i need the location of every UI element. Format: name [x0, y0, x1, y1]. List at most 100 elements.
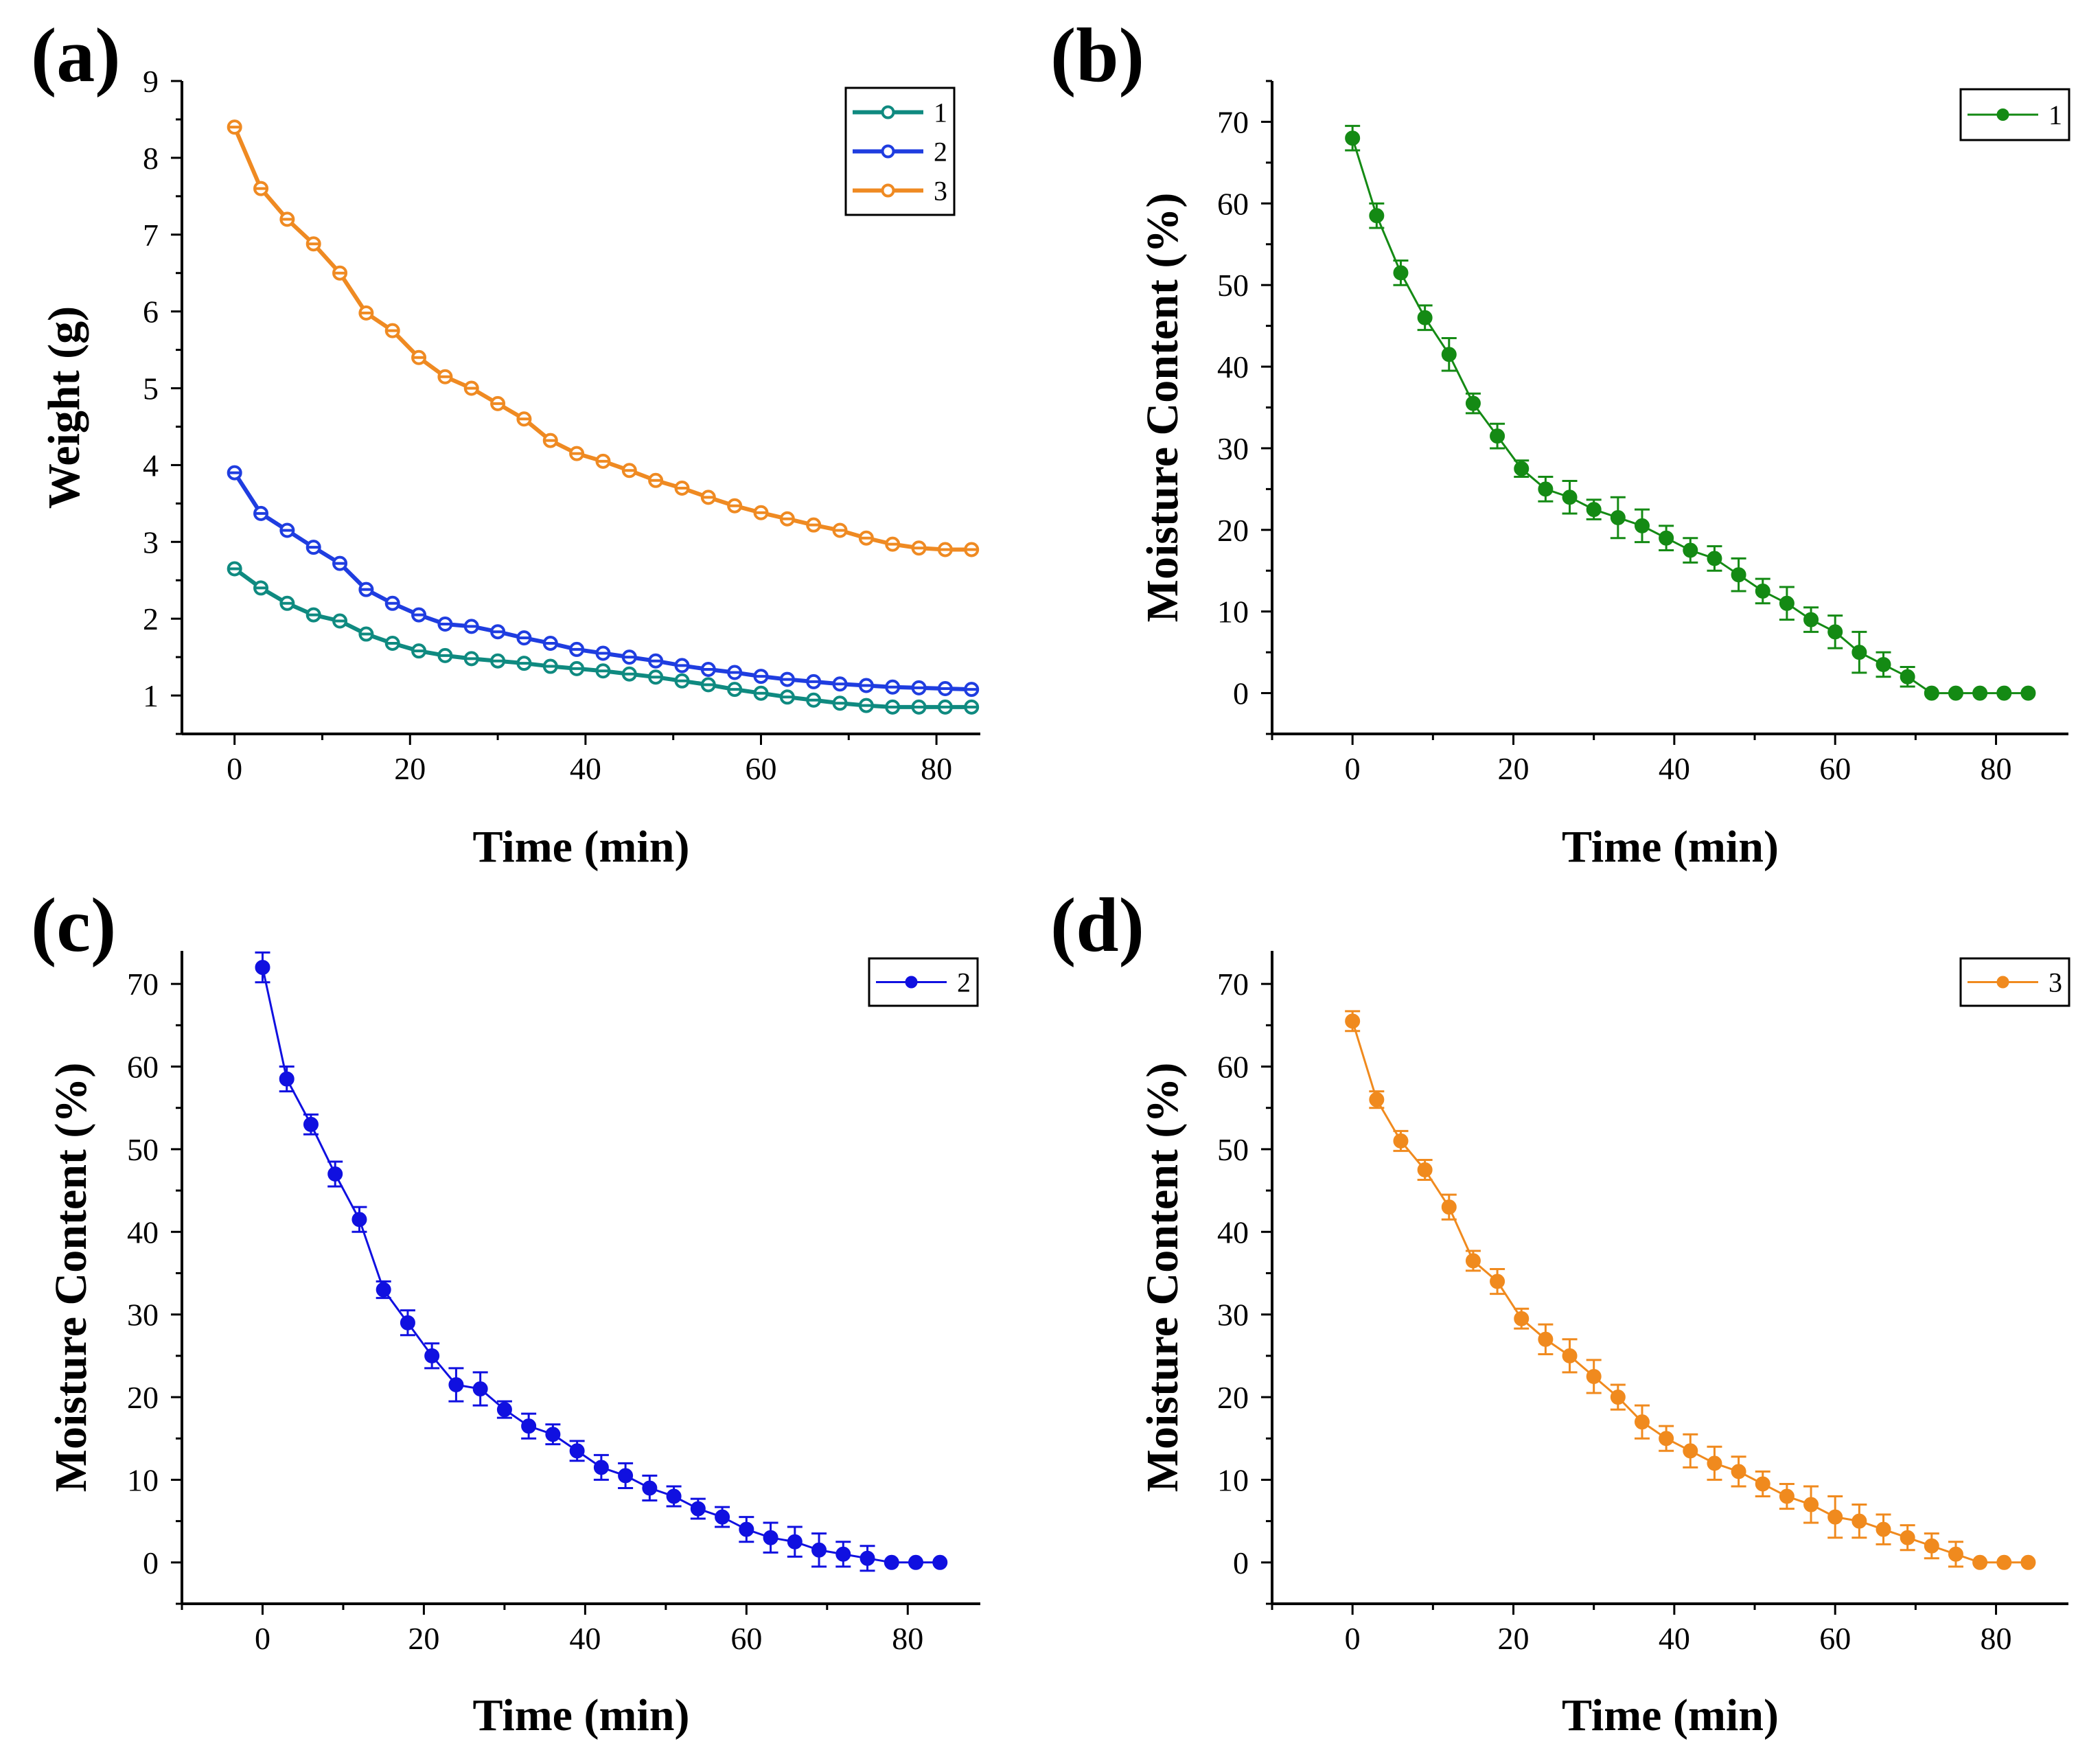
y-tick-label: 40 — [127, 1214, 159, 1250]
data-point — [908, 1554, 924, 1570]
data-point — [1731, 1464, 1746, 1480]
data-point — [1755, 1476, 1770, 1492]
legend-label: 1 — [934, 97, 947, 128]
series-1 — [1345, 124, 2036, 701]
data-point — [1393, 1133, 1409, 1149]
y-tick-label: 8 — [143, 141, 159, 176]
x-tick-label: 0 — [1345, 751, 1361, 786]
y-tick-label: 30 — [127, 1298, 159, 1333]
data-point — [1803, 1497, 1819, 1512]
data-point — [448, 1377, 464, 1392]
y-tick-label: 7 — [143, 218, 159, 253]
data-point — [303, 1116, 319, 1132]
data-point — [763, 1530, 778, 1545]
legend: 1 — [1959, 88, 2070, 141]
data-point — [1755, 583, 1770, 599]
y-tick-label: 60 — [1217, 1050, 1249, 1085]
data-point — [715, 1509, 730, 1525]
legend-swatch-marker — [1996, 976, 2009, 989]
y-tick-label: 30 — [1217, 1298, 1249, 1333]
data-point — [1586, 502, 1602, 518]
y-tick-label: 40 — [1217, 1214, 1249, 1250]
y-tick-label: 20 — [1217, 1380, 1249, 1415]
y-tick-label: 70 — [1217, 104, 1249, 139]
data-point — [1827, 624, 1843, 640]
data-point — [496, 1402, 512, 1418]
x-tick-label: 40 — [569, 1621, 601, 1656]
legend-swatch-marker — [905, 976, 918, 989]
y-axis-title: Moisture Content (%) — [1138, 193, 1188, 623]
series-line — [1351, 137, 2029, 695]
legend: 2 — [868, 957, 979, 1007]
data-point — [545, 1427, 561, 1442]
y-tick-label: 50 — [127, 1132, 159, 1167]
legend-swatch-marker — [881, 144, 895, 159]
data-point — [1731, 567, 1746, 583]
data-point — [1417, 1162, 1433, 1178]
y-tick-label: 0 — [143, 1545, 159, 1580]
legend: 3 — [1959, 957, 2070, 1007]
data-point — [1562, 490, 1578, 505]
data-point — [1369, 1092, 1385, 1107]
data-point — [1659, 530, 1674, 546]
data-point — [472, 1381, 488, 1397]
legend-label: 3 — [2049, 967, 2062, 998]
data-point — [1876, 1521, 1891, 1537]
data-point — [351, 1212, 367, 1228]
y-tick-label: 5 — [143, 371, 159, 406]
data-point — [1369, 208, 1385, 224]
x-tick-label: 20 — [1498, 751, 1530, 786]
x-tick-label: 80 — [892, 1621, 923, 1656]
y-tick-label: 0 — [1233, 1545, 1249, 1580]
data-point — [884, 1554, 899, 1570]
x-tick-label: 60 — [1819, 751, 1851, 786]
x-tick-label: 40 — [1659, 1621, 1690, 1656]
legend-swatch-marker — [881, 183, 895, 198]
data-point — [1659, 1431, 1674, 1447]
x-axis-title: Time (min) — [1562, 822, 1779, 872]
data-point — [1707, 551, 1722, 566]
data-point — [1851, 1513, 1867, 1529]
y-tick-label: 20 — [1217, 513, 1249, 548]
legend-label: 2 — [957, 967, 971, 998]
data-point — [1345, 1013, 1361, 1029]
panel-letter: (a) — [31, 13, 121, 98]
data-point — [1972, 685, 1988, 701]
x-tick-label: 20 — [394, 751, 426, 786]
chart-panel-3: 0 20 40 60 80 0 10 20 30 40 50 60 70 Time (min) Moistu… — [31, 883, 980, 1740]
data-point — [327, 1166, 343, 1182]
series-3 — [227, 119, 980, 557]
data-point — [1972, 1554, 1988, 1570]
data-point — [1924, 1538, 1939, 1554]
x-tick-label: 0 — [1345, 1621, 1361, 1656]
data-point — [1803, 612, 1819, 628]
x-tick-label: 60 — [730, 1621, 762, 1656]
data-point — [1827, 1509, 1843, 1525]
x-tick-label: 40 — [1659, 751, 1690, 786]
x-tick-label: 40 — [570, 751, 601, 786]
data-point — [1948, 685, 1963, 701]
chart-panel-4: 0 20 40 60 80 0 10 20 30 40 50 60 70 Time (min) Moistu… — [1050, 883, 2070, 1740]
y-tick-label: 10 — [1217, 595, 1249, 630]
data-point — [1465, 1253, 1481, 1269]
data-point — [1900, 1530, 1915, 1545]
data-point — [1851, 645, 1867, 660]
y-tick-label: 0 — [1233, 676, 1249, 711]
data-point — [1490, 1274, 1505, 1289]
x-tick-label: 0 — [227, 751, 242, 786]
y-tick-label: 50 — [1217, 1132, 1249, 1167]
data-point — [1610, 1390, 1626, 1405]
data-point — [1948, 1546, 1963, 1562]
y-tick-label: 70 — [127, 967, 159, 1002]
data-point — [1417, 310, 1433, 325]
data-point — [618, 1468, 634, 1484]
y-tick-label: 10 — [1217, 1462, 1249, 1497]
data-point — [1707, 1455, 1722, 1471]
series-1 — [227, 561, 980, 715]
x-axis-title: Time (min) — [473, 1690, 690, 1740]
data-point — [787, 1534, 803, 1550]
x-tick-label: 80 — [921, 751, 952, 786]
data-point — [811, 1542, 827, 1558]
data-point — [1996, 685, 2012, 701]
x-axis-title: Time (min) — [473, 822, 690, 872]
